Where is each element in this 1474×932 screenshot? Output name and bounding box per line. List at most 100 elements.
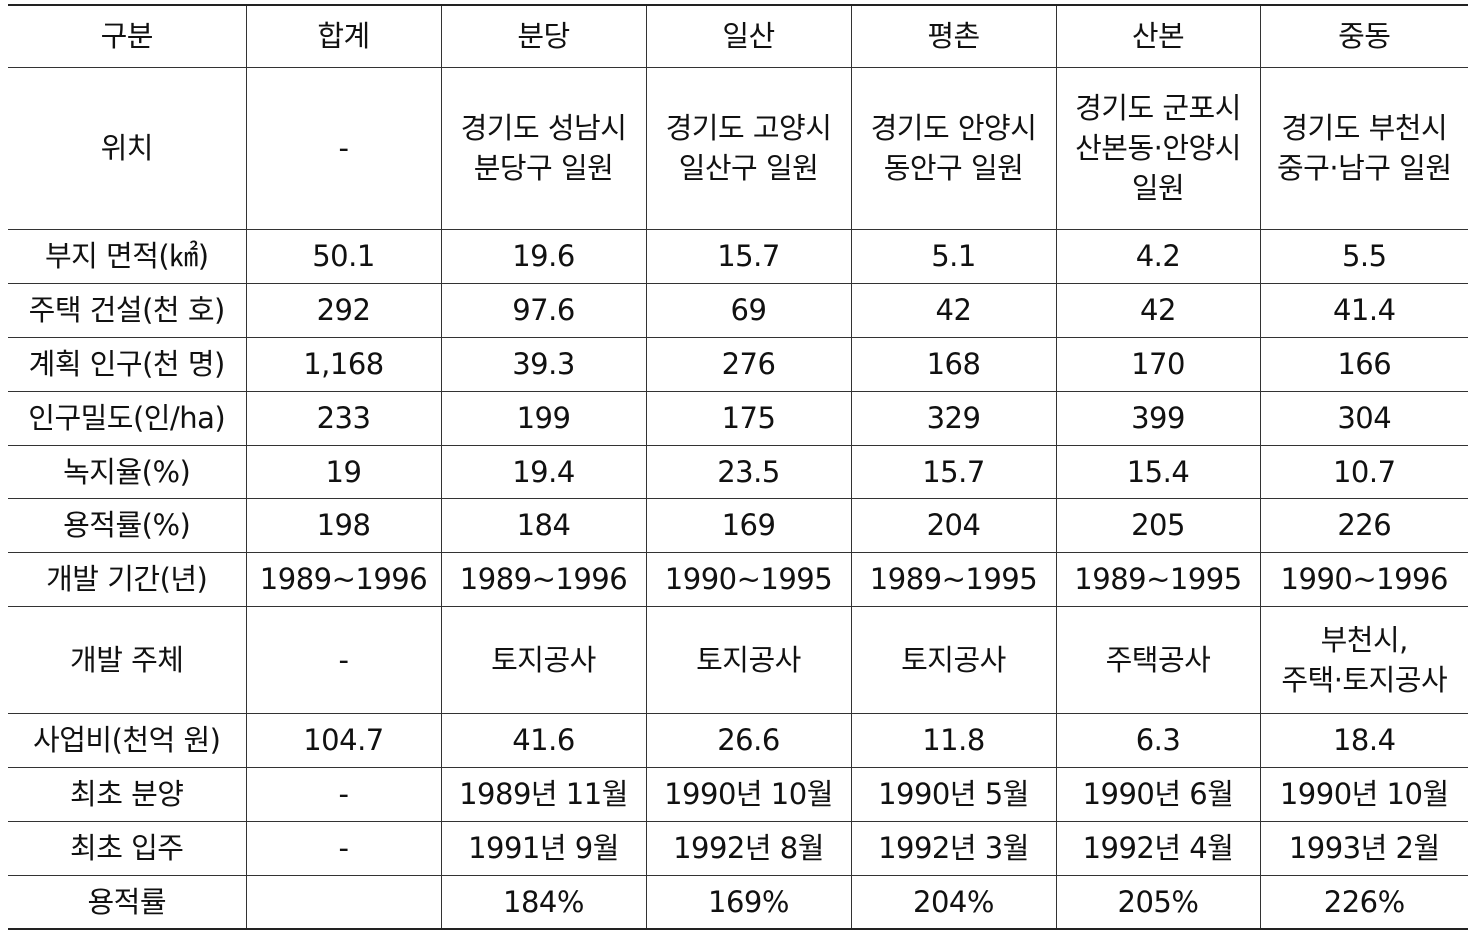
cell-text: 산본 xyxy=(1131,19,1185,54)
cell-text: 1989~1995 xyxy=(1074,562,1242,596)
table-row: 용적률(%) 198 184 169 204 205 226 xyxy=(8,497,1468,553)
table-cell: 1989~1995 xyxy=(1055,551,1261,607)
table-row: 사업비(천억 원) 104.7 41.6 26.6 11.8 6.3 18.4 xyxy=(8,712,1468,768)
table-cell: 23.5 xyxy=(645,444,852,499)
cell-text: 42 xyxy=(1140,293,1176,327)
cell-line: 동안구 일원 xyxy=(883,151,1024,185)
table-body: 구분 합계 분당 일산 평촌 산본 중동 위치 - 경기도 성남시 분당구 일원 경기도 고양시 일산구… xyxy=(8,4,1468,930)
cell-text: - xyxy=(338,831,349,865)
cell-text: 184 xyxy=(516,508,571,542)
cell-text: 169 xyxy=(721,508,776,542)
table-cell: 녹지율(%) xyxy=(8,444,247,499)
cell-text: 1990~1996 xyxy=(1280,562,1449,596)
table-cell: 69 xyxy=(645,282,852,338)
table-cell: 6.3 xyxy=(1055,712,1261,768)
cell-text: 26.6 xyxy=(717,723,780,757)
table-cell: 일산 xyxy=(645,4,852,68)
cell-text: 42 xyxy=(935,293,972,327)
table-row: 용적률 184% 169% 204% 205% 226% xyxy=(8,874,1468,930)
table-cell: 175 xyxy=(645,390,852,446)
cell-text: 329 xyxy=(926,401,981,435)
table-cell: 276 xyxy=(645,336,852,392)
cell-text: 1990년 10월 xyxy=(1279,777,1449,811)
table-cell: 15.7 xyxy=(645,228,852,284)
table-cell: 169% xyxy=(645,874,852,930)
table-cell: - xyxy=(245,66,442,230)
cell-line: 일원 xyxy=(1131,171,1185,205)
cell-text: 용적률 xyxy=(87,884,167,919)
cell-text: 부지 면적(㎢) xyxy=(44,239,209,273)
table-cell: 1989년 11월 xyxy=(440,766,647,822)
table-cell: 1990년 5월 xyxy=(850,766,1057,822)
cell-text: 175 xyxy=(721,401,776,435)
table-cell: 경기도 부천시 중구·남구 일원 xyxy=(1259,66,1468,230)
table-cell: 11.8 xyxy=(850,712,1057,768)
table-cell: 1993년 2월 xyxy=(1259,820,1468,876)
cell-text: 199 xyxy=(516,401,571,435)
table-cell xyxy=(245,874,442,930)
table-cell: 1989~1996 xyxy=(440,551,647,607)
cell-text: 15.7 xyxy=(922,454,985,489)
table-cell: 184 xyxy=(440,497,647,553)
table-cell: 18.4 xyxy=(1259,712,1468,768)
cell-text: 204% xyxy=(913,884,994,919)
table-cell: 합계 xyxy=(245,4,442,68)
table-cell: 1990년 10월 xyxy=(1259,766,1468,822)
table-cell: 170 xyxy=(1055,336,1261,392)
table-cell: 204 xyxy=(850,497,1057,553)
cell-text: 41.4 xyxy=(1332,293,1396,327)
table-cell: 10.7 xyxy=(1259,444,1468,499)
table-cell: 1990~1996 xyxy=(1259,551,1468,607)
cell-text: 사업비(천억 원) xyxy=(33,723,221,757)
table-cell: 중동 xyxy=(1259,4,1468,68)
table-cell: 41.4 xyxy=(1259,282,1468,338)
table-cell: 토지공사 xyxy=(440,605,647,714)
cell-text: 5.1 xyxy=(931,239,976,273)
table-cell: 399 xyxy=(1055,390,1261,446)
table-cell: 주택공사 xyxy=(1055,605,1261,714)
table-cell: 1990~1995 xyxy=(645,551,852,607)
table-cell: 개발 주체 xyxy=(8,605,247,714)
table-row: 최초 입주 - 1991년 9월 1992년 8월 1992년 3월 1992년 4월 19… xyxy=(8,820,1468,876)
table-cell: - xyxy=(245,766,442,822)
data-table: 구분 합계 분당 일산 평촌 산본 중동 위치 - 경기도 성남시 분당구 일원 경기도 고양시 일산구… xyxy=(8,4,1468,930)
table-cell: 주택 건설(천 호) xyxy=(8,282,247,338)
cell-line: 경기도 성남시 xyxy=(460,111,627,145)
cell-text: 15.4 xyxy=(1126,454,1190,489)
cell-text: 위치 xyxy=(100,131,154,165)
cell-text: 184% xyxy=(503,884,584,919)
cell-text: 204 xyxy=(926,508,981,542)
table-cell: - xyxy=(245,605,442,714)
cell-text: 평촌 xyxy=(927,19,980,54)
cell-text: 토지공사 xyxy=(491,642,596,677)
cell-text: 1989~1995 xyxy=(869,562,1038,596)
table-cell: 부지 면적(㎢) xyxy=(8,228,247,284)
cell-text: 50.1 xyxy=(312,239,375,273)
table-row: 인구밀도(인/ha) 233 199 175 329 399 304 xyxy=(8,390,1468,446)
table-cell: 19 xyxy=(245,444,442,499)
cell-line: 경기도 부천시 xyxy=(1281,111,1448,145)
table-cell: 168 xyxy=(850,336,1057,392)
cell-text: 1990년 10월 xyxy=(664,777,833,811)
table-cell: 233 xyxy=(245,390,442,446)
cell-text: 69 xyxy=(730,293,767,327)
cell-text: 주택공사 xyxy=(1105,642,1211,677)
table-cell: 계획 인구(천 명) xyxy=(8,336,247,392)
cell-text: 중동 xyxy=(1338,19,1391,54)
cell-text: 주택 건설(천 호) xyxy=(28,293,226,327)
table-cell: 1992년 3월 xyxy=(850,820,1057,876)
table-cell: 경기도 군포시 산본동·안양시 일원 xyxy=(1055,66,1261,230)
table-cell: 226 xyxy=(1259,497,1468,553)
table-cell: 184% xyxy=(440,874,647,930)
cell-text: 168 xyxy=(926,347,981,381)
cell-text: 19.4 xyxy=(512,454,575,489)
table-cell: 용적률(%) xyxy=(8,497,247,553)
table-cell: 304 xyxy=(1259,390,1468,446)
table-row: 계획 인구(천 명) 1,168 39.3 276 168 170 166 xyxy=(8,336,1468,392)
table-cell: 1992년 8월 xyxy=(645,820,852,876)
table-cell: 5.1 xyxy=(850,228,1057,284)
cell-text: 5.5 xyxy=(1341,239,1387,273)
cell-line: 경기도 안양시 xyxy=(870,111,1037,145)
cell-text: 276 xyxy=(721,347,776,381)
